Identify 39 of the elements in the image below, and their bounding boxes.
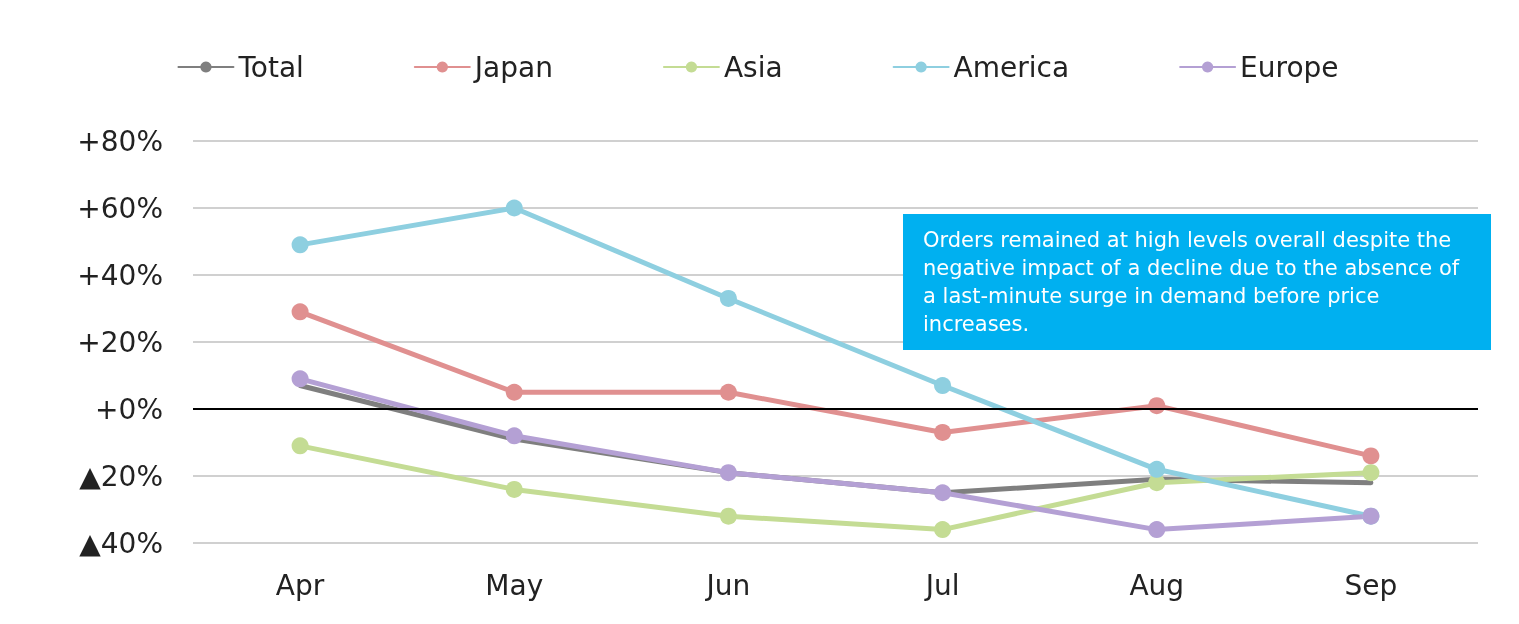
y-tick-label: +20% [77, 325, 163, 359]
point [291, 236, 309, 254]
point [1362, 464, 1380, 482]
point [934, 484, 952, 502]
x-tick-label: Jun [704, 568, 751, 602]
point [934, 521, 952, 539]
point [291, 370, 309, 388]
y-tick-label: +60% [77, 191, 163, 225]
point [719, 383, 737, 401]
legend-label: America [953, 50, 1070, 84]
point [505, 199, 523, 217]
legend-label: Asia [723, 50, 783, 84]
y-tick-label: +80% [77, 124, 163, 158]
legend-label: Europe [1240, 50, 1339, 84]
point [505, 427, 523, 445]
point [1362, 447, 1380, 465]
y-tick-label: +40% [77, 258, 163, 292]
point [719, 289, 737, 307]
point [1148, 460, 1166, 478]
x-tick-label: Sep [1344, 568, 1398, 602]
point [719, 464, 737, 482]
legend-label: Total [237, 50, 304, 84]
x-tick-label: Aug [1129, 568, 1185, 602]
y-tick-label: +0% [95, 392, 163, 426]
y-tick-label: ▲20% [79, 459, 163, 493]
point [934, 423, 952, 441]
legend-label: Japan [472, 50, 553, 84]
point [291, 437, 309, 455]
point [934, 377, 952, 395]
annotation: Orders remained at high levels overall despite the negative impact of a decline due to the absence of a last-minute surge in demand before price increases. [903, 214, 1491, 350]
x-tick-label: Apr [275, 568, 325, 602]
point [1148, 521, 1166, 539]
point [291, 303, 309, 321]
y-tick-label: ▲40% [79, 526, 163, 560]
point [505, 480, 523, 498]
point [505, 383, 523, 401]
x-tick-label: Jul [923, 568, 960, 602]
point [719, 507, 737, 525]
x-tick-label: May [485, 568, 544, 602]
